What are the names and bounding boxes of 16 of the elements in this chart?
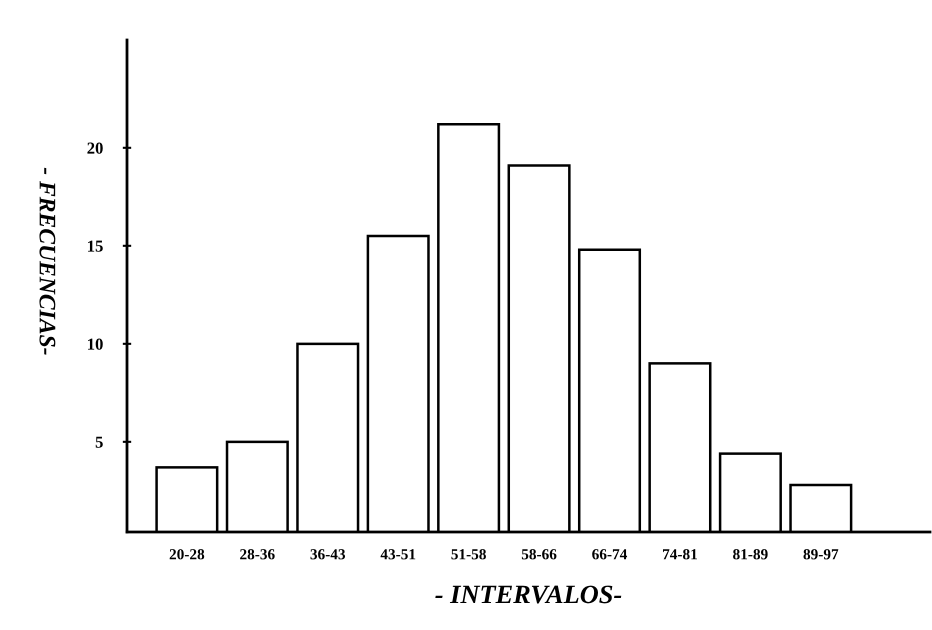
y-tick-label: 20: [87, 142, 103, 154]
x-tick-label: 58-66: [522, 549, 556, 560]
x-tick-label: 74-81: [662, 549, 697, 560]
x-tick-label: 28-36: [240, 549, 275, 560]
y-tick-label: 10: [88, 338, 103, 350]
x-tick-label: 81-89: [733, 549, 768, 560]
x-tick-label: 20-28: [170, 549, 204, 560]
y-tick-label: 15: [88, 240, 103, 252]
x-tick-label: 66-74: [592, 549, 628, 560]
x-tick-label: 51-58: [451, 549, 486, 560]
x-tick-label: 89-97: [804, 549, 838, 560]
x-axis-title: - INTERVALOS-: [435, 586, 622, 604]
x-tick-label: 43-51: [380, 549, 416, 560]
y-axis-title: - FRECUENCIAS-: [39, 168, 56, 355]
y-tick-label: 5: [96, 436, 103, 448]
x-tick-label: 36-43: [310, 549, 346, 560]
